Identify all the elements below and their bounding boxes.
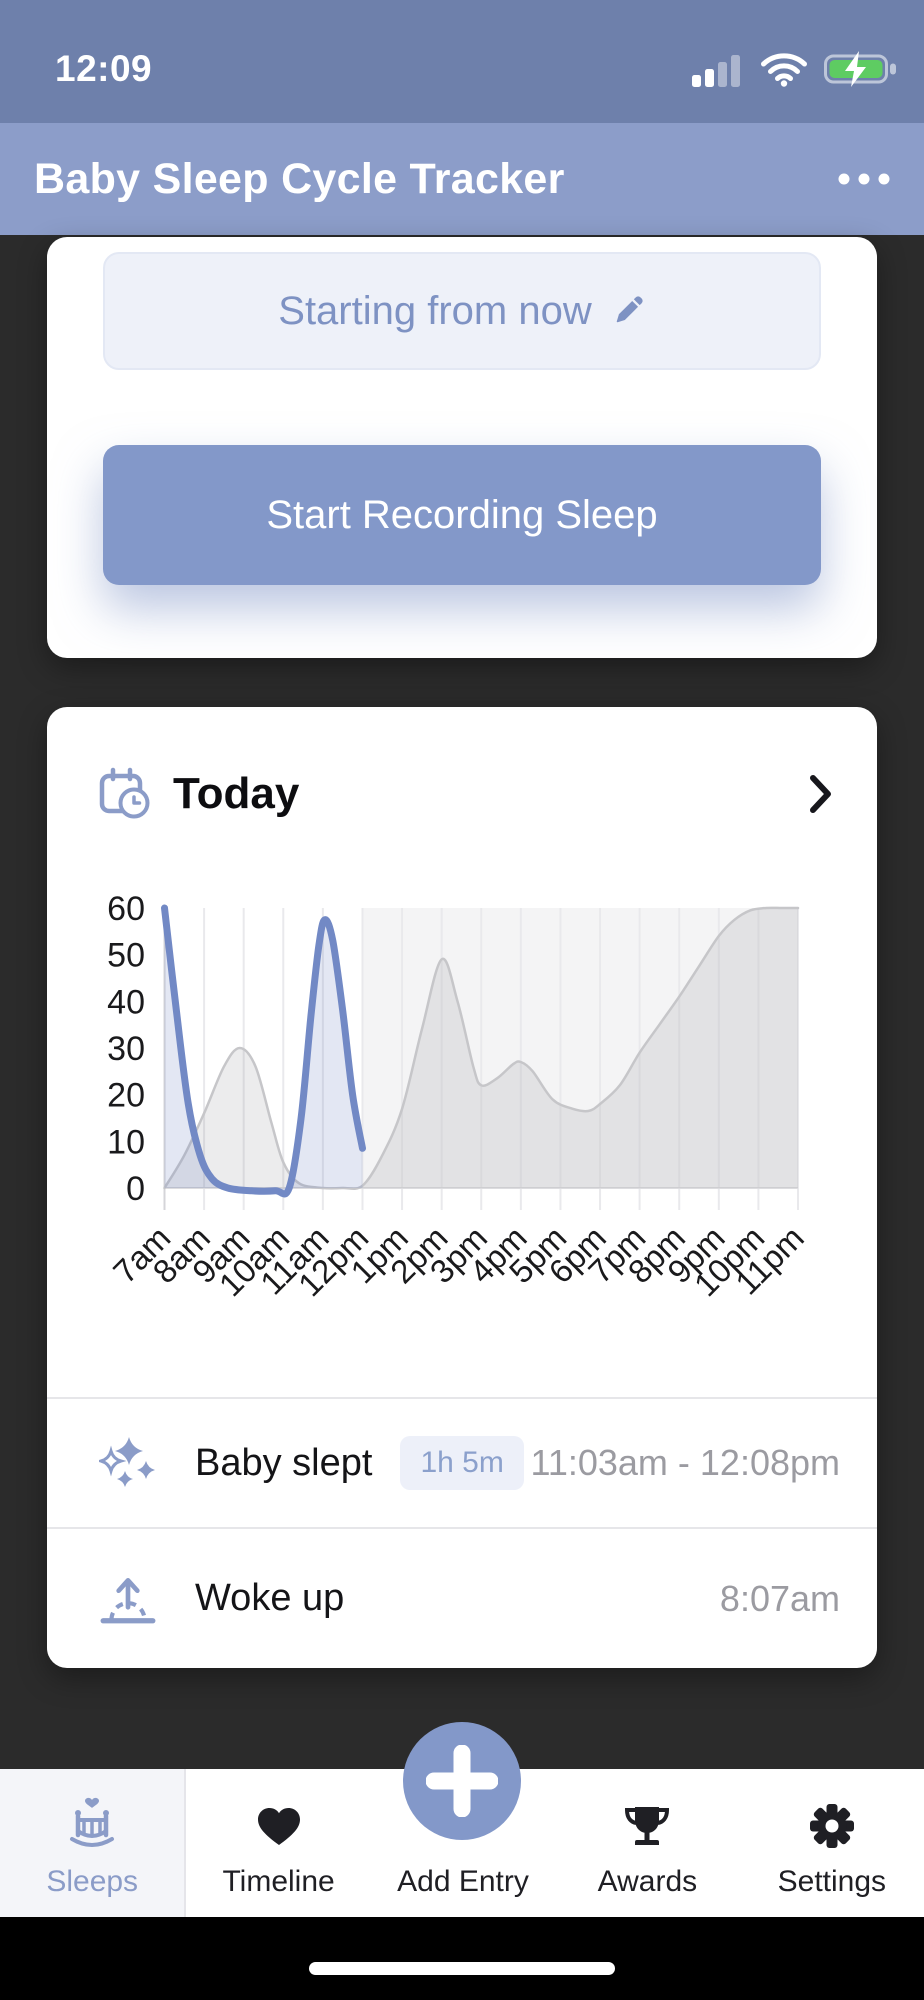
sparkles-icon — [99, 1437, 155, 1487]
crib-icon — [70, 1797, 115, 1847]
entry-row-woke-up[interactable]: Woke up 8:07am — [47, 1527, 877, 1668]
tab-label: Sleeps — [46, 1865, 139, 1898]
entry-row-baby-slept[interactable]: Baby slept 1h 5m 11:03am - 12:08pm — [47, 1399, 877, 1527]
duration-badge: 1h 5m — [400, 1436, 524, 1490]
heart-icon — [257, 1808, 300, 1845]
tab-label: Settings — [777, 1865, 887, 1898]
svg-text:60: 60 — [107, 890, 145, 928]
tab-label: Awards — [597, 1865, 698, 1898]
svg-text:50: 50 — [107, 937, 145, 975]
gear-icon — [809, 1804, 854, 1848]
recording-card: Starting from now Start Recording Sleep — [47, 237, 877, 658]
sleep-chart: 01020304050607am8am9am10am11am12pm1pm2pm… — [106, 890, 811, 1303]
status-icons — [692, 50, 898, 88]
start-recording-button[interactable]: Start Recording Sleep — [103, 445, 821, 585]
tab-add-entry[interactable]: Add Entry — [371, 1769, 555, 1917]
tab-sleeps[interactable]: Sleeps — [0, 1769, 187, 1917]
wifi-icon — [761, 52, 807, 87]
today-card-header[interactable]: Today — [47, 707, 877, 857]
trophy-icon — [625, 1807, 670, 1845]
entry-time: 11:03am - 12:08pm — [530, 1442, 840, 1483]
tab-settings[interactable]: Settings — [740, 1769, 924, 1917]
tab-bar: Sleeps Timeline Add Entry — [0, 1769, 924, 1917]
svg-text:0: 0 — [126, 1170, 145, 1208]
calendar-clock-icon — [99, 767, 150, 819]
entry-time: 8:07am — [719, 1577, 840, 1619]
today-entries: Baby slept 1h 5m 11:03am - 12:08pm Woke … — [47, 1397, 877, 1668]
start-time-field-label: Starting from now — [278, 288, 592, 333]
home-indicator[interactable] — [309, 1962, 615, 1975]
app-title: Baby Sleep Cycle Tracker — [34, 154, 565, 203]
app-header: Baby Sleep Cycle Tracker — [0, 123, 924, 235]
signal-bars-icon — [692, 54, 740, 87]
svg-text:40: 40 — [107, 983, 145, 1021]
entry-label: Woke up — [195, 1577, 345, 1619]
tab-timeline[interactable]: Timeline — [186, 1769, 370, 1917]
bottom-bar — [0, 1917, 924, 2000]
plus-icon — [426, 1745, 498, 1817]
chevron-right-icon — [810, 775, 831, 813]
ellipsis-menu-icon[interactable] — [838, 173, 890, 185]
sunrise-icon — [100, 1577, 156, 1623]
add-entry-button[interactable] — [403, 1722, 521, 1840]
pencil-icon — [616, 296, 643, 323]
today-title: Today — [173, 769, 300, 818]
svg-text:10: 10 — [107, 1123, 145, 1161]
entry-label: Baby slept — [195, 1441, 373, 1484]
tab-label: Add Entry — [397, 1865, 529, 1898]
battery-charging-icon — [824, 50, 896, 87]
today-card: Today 0 10 20 30 40 50 60 7am 8am 9am 10am 11am 12pm… — [47, 707, 877, 1668]
tab-label: Timeline — [222, 1865, 335, 1898]
svg-text:30: 30 — [107, 1030, 145, 1068]
status-bar: 12:09 — [0, 0, 924, 123]
start-time-field[interactable]: Starting from now — [103, 252, 821, 370]
tab-awards[interactable]: Awards — [555, 1769, 739, 1917]
svg-text:20: 20 — [107, 1077, 145, 1115]
status-time: 12:09 — [55, 47, 153, 89]
